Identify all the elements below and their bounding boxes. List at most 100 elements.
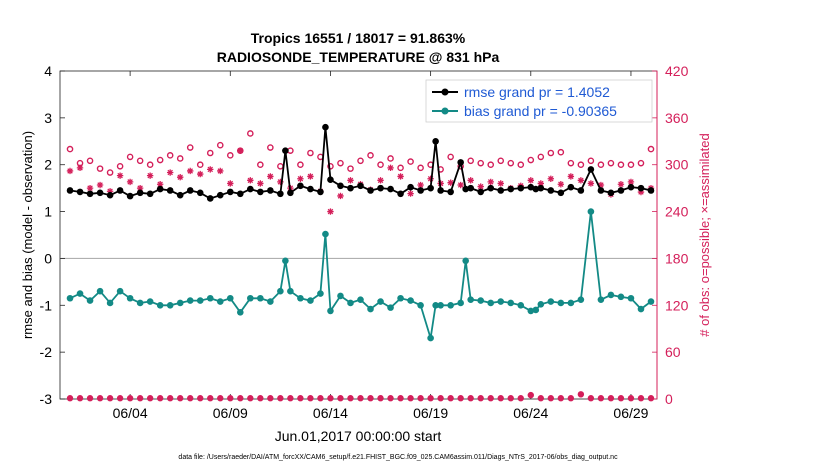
- rmse-point: [457, 159, 464, 166]
- obs-bottom-point: [227, 395, 234, 402]
- bias-point: [186, 297, 194, 304]
- y-right-tick-label: 420: [665, 63, 689, 79]
- obs-possible-point: [257, 161, 264, 169]
- rmse-point: [257, 188, 264, 196]
- obs-assimilated-point: [627, 178, 635, 186]
- obs-bottom-point: [587, 395, 595, 402]
- rmse-point: [557, 189, 565, 197]
- obs-possible-point: [587, 157, 595, 165]
- rmse-point: [567, 183, 575, 191]
- obs-assimilated-point: [297, 175, 304, 182]
- obs-bottom-point: [547, 395, 555, 402]
- obs-assimilated-point: [497, 180, 504, 187]
- rmse-point: [497, 187, 505, 194]
- bias-point: [327, 307, 334, 315]
- bias-point: [607, 291, 615, 299]
- rmse-point: [146, 190, 154, 198]
- rmse-point: [106, 191, 114, 199]
- bias-point: [176, 299, 184, 307]
- obs-possible-point: [547, 149, 555, 157]
- obs-assimilated-point: [207, 166, 214, 173]
- bias-point: [627, 294, 635, 302]
- obs-bottom-point: [537, 395, 545, 402]
- bias-point: [287, 287, 294, 295]
- bias-point: [226, 294, 234, 302]
- legend-bias-label: bias grand pr = -0.90365: [464, 103, 617, 119]
- rmse-point: [86, 190, 94, 198]
- obs-bottom-point: [427, 395, 434, 402]
- rmse-point: [647, 187, 655, 194]
- obs-possible-point: [327, 162, 334, 170]
- x-axis-label: Jun.01,2017 00:00:00 start: [275, 428, 442, 444]
- obs-assimilated-point: [257, 180, 264, 187]
- bias-point: [447, 301, 454, 309]
- obs-assimilated-point: [617, 181, 625, 188]
- y-right-tick-label: 240: [665, 204, 689, 220]
- obs-bottom-point: [177, 395, 184, 402]
- rmse-point: [417, 187, 424, 194]
- obs-possible-point: [417, 164, 424, 172]
- bias-point: [76, 290, 84, 297]
- obs-possible-point: [186, 144, 194, 151]
- obs-bottom-point: [136, 395, 144, 402]
- y-right-tick-label: 120: [665, 297, 689, 313]
- rmse-point: [532, 185, 540, 193]
- rmse-point: [96, 189, 104, 197]
- rmse-point: [116, 187, 124, 194]
- obs-possible-point: [347, 165, 354, 172]
- rmse-point: [347, 184, 354, 192]
- obs-assimilated-point: [237, 147, 244, 154]
- x-tick-label: 06/24: [513, 405, 548, 421]
- rmse-point: [477, 188, 485, 196]
- obs-bottom-point: [76, 395, 84, 402]
- obs-bottom-point: [617, 395, 625, 402]
- obs-assimilated-point: [587, 180, 595, 187]
- obs-bottom-point: [197, 395, 204, 402]
- obs-assimilated-point: [177, 174, 184, 181]
- rmse-point: [196, 189, 204, 197]
- y-left-tick-label: 4: [44, 63, 52, 79]
- obs-assimilated-point: [76, 164, 84, 172]
- obs-bottom-point: [116, 395, 124, 402]
- legend: rmse grand pr = 1.4052 bias grand pr = -…: [425, 79, 653, 123]
- x-tick-label: 06/09: [213, 405, 248, 421]
- obs-possible-point: [176, 155, 184, 162]
- rmse-point: [367, 187, 374, 194]
- y-right-tick-label: 360: [665, 110, 689, 126]
- obs-possible-point: [166, 152, 174, 159]
- bias-line: [69, 211, 652, 339]
- rmse-point: [216, 191, 224, 199]
- rmse-point: [226, 188, 234, 196]
- obs-bottom-point: [477, 395, 484, 402]
- obs-assimilated-point: [156, 181, 164, 188]
- rmse-point: [527, 183, 535, 191]
- obs-assimilated-point: [146, 172, 154, 179]
- obs-assimilated-point: [126, 178, 134, 186]
- bias-point: [477, 297, 485, 304]
- rmse-point: [136, 189, 144, 197]
- rmse-point: [206, 195, 214, 202]
- obs-bottom-point: [367, 395, 374, 402]
- obs-assimilated-point: [307, 173, 314, 180]
- obs-bottom-point: [146, 395, 154, 402]
- bias-point: [577, 296, 585, 303]
- obs-assimilated-point: [86, 184, 94, 192]
- obs-assimilated-point: [66, 167, 74, 175]
- obs-possible-point: [577, 161, 585, 169]
- bias-point: [156, 301, 164, 309]
- rmse-point: [317, 188, 324, 196]
- bias-point: [317, 290, 324, 297]
- bias-point: [647, 298, 655, 305]
- obs-assimilated-point: [537, 180, 545, 187]
- chart-title-line2: RADIOSONDE_TEMPERATURE @ 831 hPa: [217, 49, 500, 65]
- obs-bottom-point: [106, 395, 114, 402]
- legend-box: [425, 79, 653, 123]
- rmse-point: [166, 187, 174, 194]
- obs-assimilated-point: [187, 167, 194, 175]
- obs-assimilated-point: [407, 190, 414, 197]
- bias-point: [397, 294, 404, 302]
- obs-assimilated-point: [567, 173, 575, 180]
- obs-assimilated-point: [247, 177, 254, 184]
- x-tick-label: 06/19: [413, 405, 448, 421]
- obs-assimilated-point: [337, 192, 344, 200]
